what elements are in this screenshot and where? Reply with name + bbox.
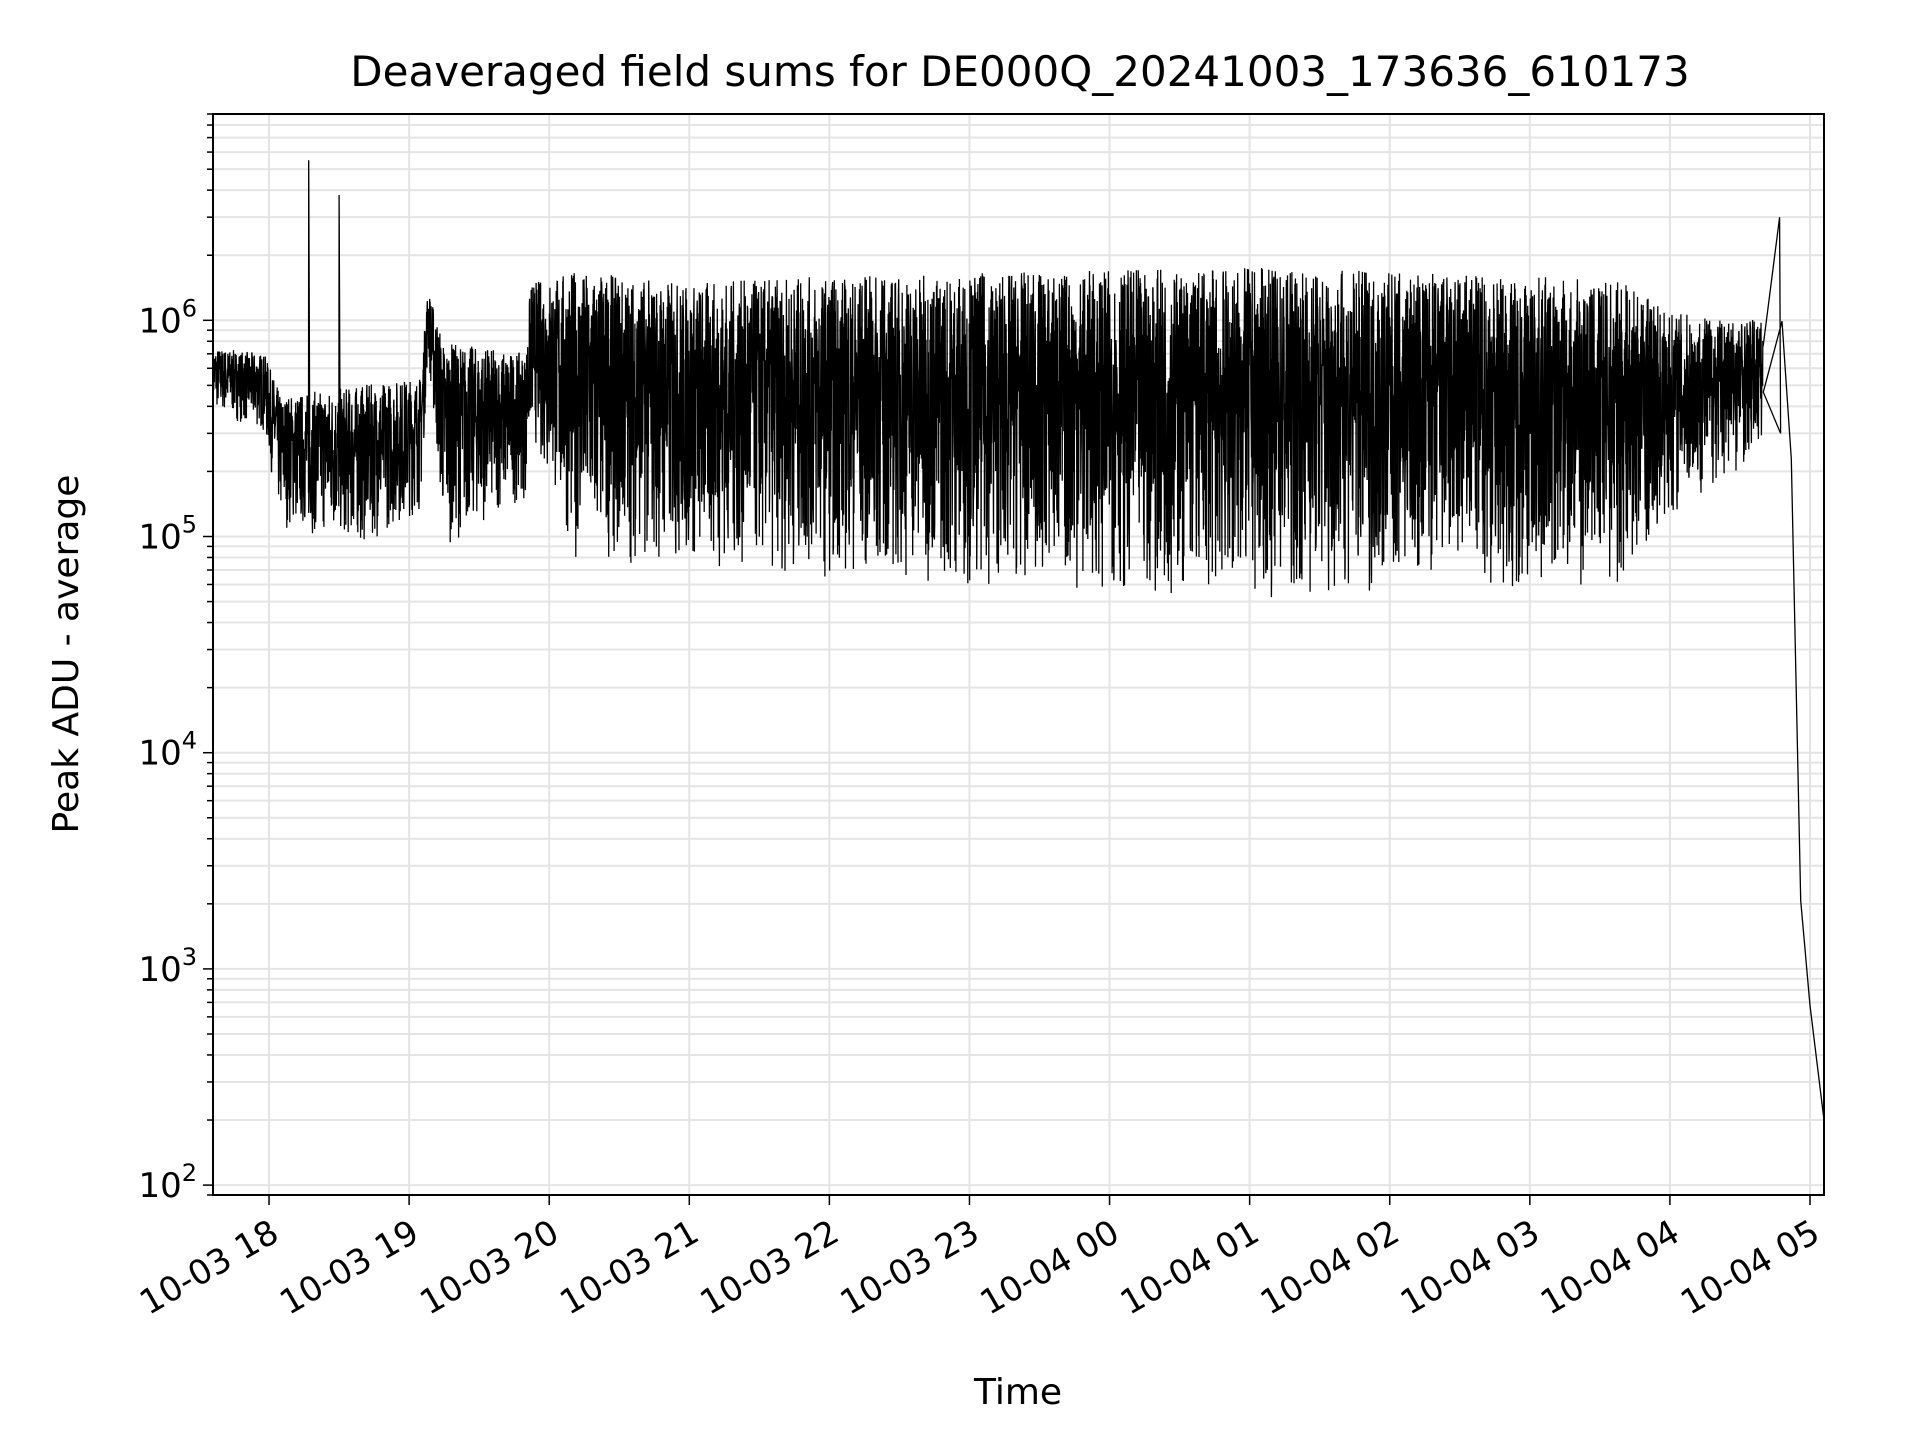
y-tick-label: 102 — [138, 1159, 197, 1206]
plot-frame — [212, 113, 1825, 1196]
plot-area — [213, 160, 1824, 1121]
y-tick-label: 106 — [138, 294, 197, 341]
x-axis-label: Time — [973, 1372, 1062, 1413]
y-axis: 102 103 104 105 106 — [138, 113, 213, 1206]
y-tick-label: 103 — [138, 943, 197, 990]
chart-title: Deaveraged field sums for DE000Q_2024100… — [350, 47, 1689, 96]
y-tick-label: 104 — [138, 727, 197, 774]
series-line — [213, 160, 1824, 1121]
y-axis-label: Peak ADU - average — [46, 475, 87, 834]
y-tick-label: 105 — [138, 511, 197, 558]
